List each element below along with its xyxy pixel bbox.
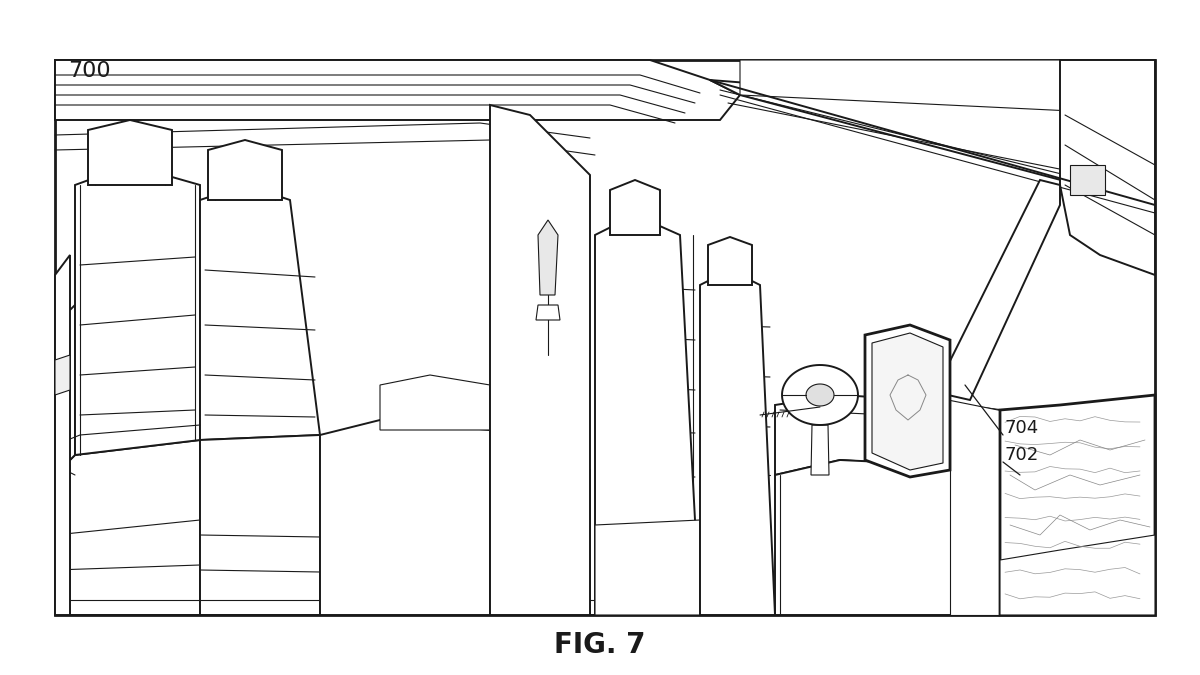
Polygon shape xyxy=(55,255,70,615)
Polygon shape xyxy=(950,400,1000,615)
Polygon shape xyxy=(320,420,490,615)
Polygon shape xyxy=(710,80,1154,205)
Text: 700: 700 xyxy=(68,61,110,81)
Polygon shape xyxy=(1060,60,1154,275)
Polygon shape xyxy=(948,180,1060,400)
Polygon shape xyxy=(208,140,282,200)
Polygon shape xyxy=(811,425,829,475)
Text: 702: 702 xyxy=(1006,446,1039,464)
Polygon shape xyxy=(490,105,590,615)
Polygon shape xyxy=(865,325,950,477)
Polygon shape xyxy=(88,120,172,185)
Polygon shape xyxy=(490,460,590,615)
Text: 704: 704 xyxy=(1006,419,1039,437)
Polygon shape xyxy=(708,237,752,285)
Polygon shape xyxy=(380,375,490,430)
Text: FIG. 7: FIG. 7 xyxy=(554,631,646,659)
Polygon shape xyxy=(538,220,558,295)
Polygon shape xyxy=(782,365,858,425)
Polygon shape xyxy=(1000,395,1154,615)
Polygon shape xyxy=(595,215,700,615)
Polygon shape xyxy=(55,60,740,120)
Polygon shape xyxy=(1070,165,1105,195)
Polygon shape xyxy=(536,305,560,320)
Polygon shape xyxy=(610,180,660,235)
Polygon shape xyxy=(55,60,1154,615)
Polygon shape xyxy=(55,465,70,615)
Polygon shape xyxy=(740,60,1154,115)
Polygon shape xyxy=(872,333,943,470)
Polygon shape xyxy=(200,435,320,615)
Polygon shape xyxy=(775,460,1154,615)
Polygon shape xyxy=(74,165,200,455)
Polygon shape xyxy=(595,520,700,615)
Polygon shape xyxy=(806,384,834,406)
Polygon shape xyxy=(200,185,320,440)
Polygon shape xyxy=(775,395,1154,475)
Polygon shape xyxy=(55,440,200,615)
Polygon shape xyxy=(1000,535,1154,615)
Polygon shape xyxy=(55,305,74,475)
Polygon shape xyxy=(700,270,775,615)
Polygon shape xyxy=(55,355,70,395)
